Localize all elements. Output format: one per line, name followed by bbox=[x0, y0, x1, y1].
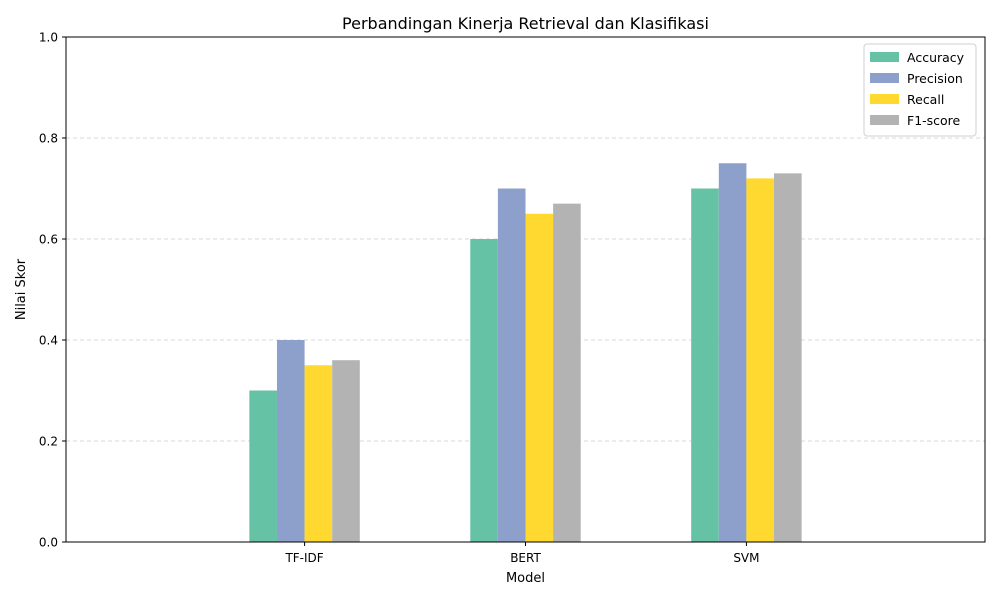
bar-accuracy-bert bbox=[470, 239, 498, 542]
bar-f1-score-tf-idf bbox=[332, 360, 360, 542]
legend-label: F1-score bbox=[907, 113, 961, 128]
bar-accuracy-tf-idf bbox=[249, 390, 277, 542]
bar-precision-svm bbox=[718, 163, 747, 542]
y-tick-label: 1.0 bbox=[39, 31, 58, 45]
y-tick-label: 0.8 bbox=[39, 132, 58, 146]
y-tick-label: 0.2 bbox=[39, 435, 58, 449]
bar-f1-score-svm bbox=[774, 173, 802, 542]
legend-box bbox=[863, 43, 977, 137]
y-tick-label: 0.4 bbox=[39, 334, 58, 348]
grid-lines bbox=[66, 137, 985, 442]
legend-label: Recall bbox=[907, 92, 944, 107]
legend-swatch bbox=[870, 94, 899, 104]
bar-precision-tf-idf bbox=[276, 340, 305, 542]
x-tick-label: BERT bbox=[510, 551, 541, 565]
bar-recall-tf-idf bbox=[304, 365, 333, 542]
legend-swatch bbox=[870, 52, 899, 62]
axis-ticks: 0.0 0.2 0.4 0.6 0.8 1.0 TF-IDF BERT SVM bbox=[39, 31, 760, 566]
x-tick-label: TF-IDF bbox=[284, 551, 323, 565]
y-tick-label: 0.0 bbox=[39, 536, 58, 550]
bar-recall-bert bbox=[525, 213, 554, 542]
legend-label: Accuracy bbox=[907, 50, 965, 65]
legend: Accuracy Precision Recall F1-score bbox=[863, 43, 977, 137]
legend-swatch bbox=[870, 73, 899, 83]
x-axis-label: Model bbox=[506, 571, 545, 586]
bar-accuracy-svm bbox=[691, 188, 719, 542]
y-tick-label: 0.6 bbox=[39, 233, 58, 247]
x-tick-label: SVM bbox=[733, 551, 759, 565]
legend-swatch bbox=[870, 115, 899, 125]
bar-f1-score-bert bbox=[553, 203, 581, 542]
legend-label: Precision bbox=[907, 71, 963, 86]
y-axis-label: Nilai Skor bbox=[14, 258, 29, 320]
bar-recall-svm bbox=[746, 178, 775, 542]
chart-title: Perbandingan Kinerja Retrieval dan Klasi… bbox=[342, 14, 709, 33]
bars bbox=[249, 163, 802, 542]
bar-precision-bert bbox=[497, 188, 526, 542]
